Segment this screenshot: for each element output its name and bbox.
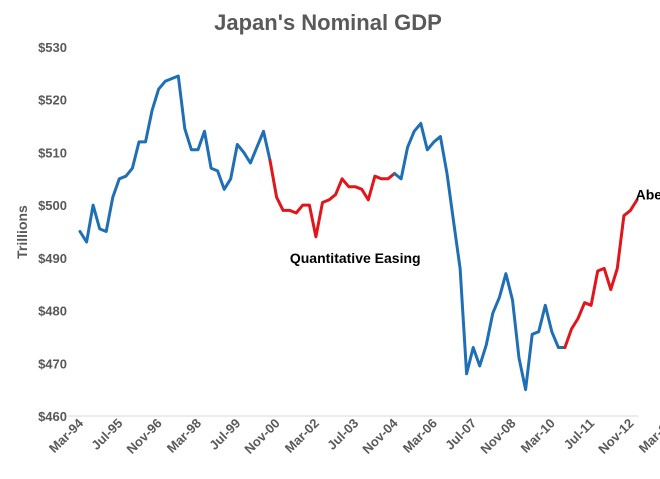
x-tick-label: Jul-07 xyxy=(442,416,479,453)
x-tick-label: Jul-99 xyxy=(206,416,243,453)
y-tick-label: $500 xyxy=(38,198,67,213)
y-tick-label: $510 xyxy=(38,145,67,160)
x-tick-label: Jul-03 xyxy=(324,416,361,453)
x-tick-label: Jul-95 xyxy=(88,416,125,453)
y-tick-label: $490 xyxy=(38,251,67,266)
base-series-line xyxy=(78,74,272,244)
x-tick-label: Mar-06 xyxy=(400,416,440,456)
x-tick-label: Mar-10 xyxy=(518,416,558,456)
y-axis-ticks: $460 $470 $480 $490 $500 $510 $520 $530 xyxy=(38,40,67,424)
x-tick-label: Nov-04 xyxy=(359,415,401,457)
annotation-label: Quantitative Easing xyxy=(290,250,421,266)
y-axis-label: Trillions xyxy=(14,205,30,259)
x-tick-label: Nov-08 xyxy=(477,416,518,457)
x-tick-label: Nov-96 xyxy=(123,416,164,457)
x-tick-label: Nov-00 xyxy=(241,416,282,457)
annotation-label: Abenomics xyxy=(636,187,660,203)
y-tick-label: $460 xyxy=(38,409,67,424)
x-tick-label: Mar-14 xyxy=(636,415,660,456)
highlight-series-line xyxy=(268,158,396,239)
y-tick-label: $530 xyxy=(38,40,67,55)
y-tick-label: $470 xyxy=(38,356,67,371)
x-tick-label: Mar-02 xyxy=(282,416,322,456)
y-tick-label: $480 xyxy=(38,304,67,319)
annotations: Quantitative Easing Abenomics xyxy=(290,187,660,266)
x-tick-label: Nov-12 xyxy=(595,416,636,457)
y-tick-label: $520 xyxy=(38,93,67,108)
x-tick-label: Jul-11 xyxy=(561,416,598,453)
x-tick-label: Mar-98 xyxy=(164,416,204,456)
highlight-series-line xyxy=(563,198,639,349)
chart-title: Japan's Nominal GDP xyxy=(214,10,442,35)
base-series-line xyxy=(393,121,567,392)
series-lines xyxy=(78,74,639,392)
